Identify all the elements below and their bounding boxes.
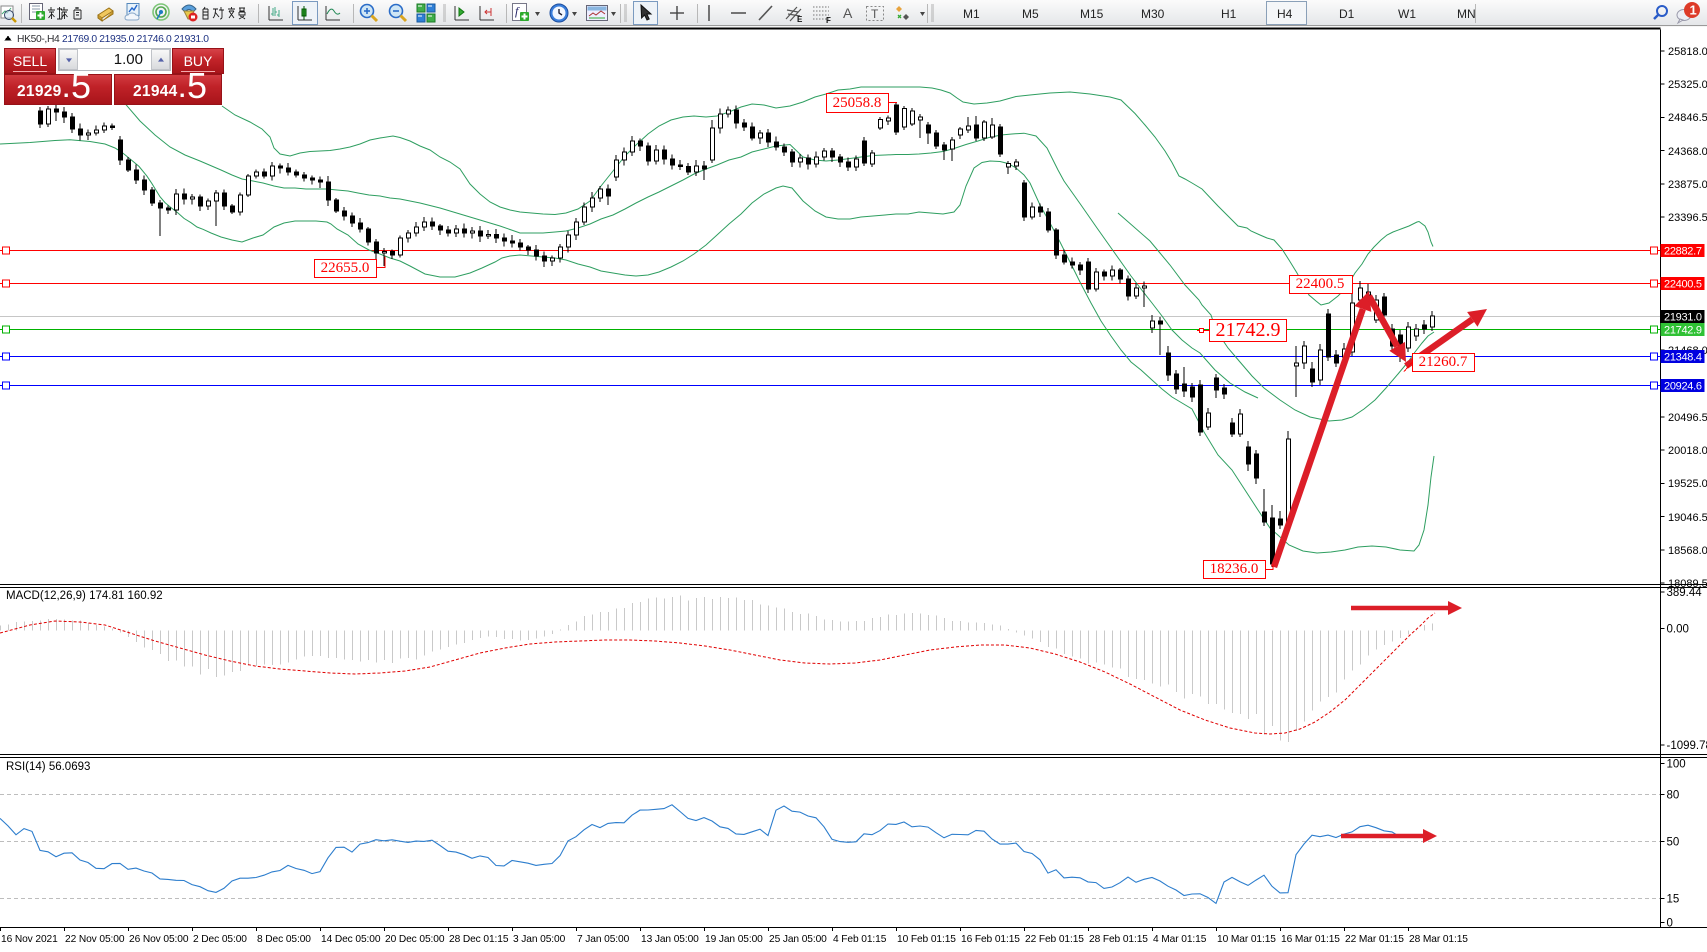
svg-text:MACD(12,26,9) 174.81 160.92: MACD(12,26,9) 174.81 160.92 xyxy=(6,590,163,602)
svg-text:24368.0: 24368.0 xyxy=(1668,146,1707,158)
svg-text:8 Dec 05:00: 8 Dec 05:00 xyxy=(257,934,311,945)
svg-text:M30: M30 xyxy=(1141,7,1165,21)
svg-text:M5: M5 xyxy=(1022,7,1039,21)
svg-text:10 Feb 01:15: 10 Feb 01:15 xyxy=(897,934,956,945)
svg-text:18568.0: 18568.0 xyxy=(1668,545,1707,557)
svg-text:4 Feb 01:15: 4 Feb 01:15 xyxy=(833,934,887,945)
svg-text:H1: H1 xyxy=(1221,7,1237,21)
svg-text:25325.0: 25325.0 xyxy=(1668,79,1707,91)
svg-text:21769.0 21935.0 21746.0 21931.: 21769.0 21935.0 21746.0 21931.0 xyxy=(62,34,209,45)
svg-text:22400.5: 22400.5 xyxy=(1296,276,1345,292)
svg-text:19046.5: 19046.5 xyxy=(1668,512,1707,524)
svg-text:20018.0: 20018.0 xyxy=(1668,445,1707,457)
svg-text:10 Mar 01:15: 10 Mar 01:15 xyxy=(1217,934,1276,945)
svg-text:21742.9: 21742.9 xyxy=(1216,319,1281,341)
svg-text:20924.6: 20924.6 xyxy=(1664,381,1702,393)
svg-text:RSI(14) 56.0693: RSI(14) 56.0693 xyxy=(6,761,90,773)
svg-text:21348.4: 21348.4 xyxy=(1664,352,1702,364)
svg-text:E: E xyxy=(797,15,803,24)
svg-text:22400.5: 22400.5 xyxy=(1664,279,1702,291)
svg-text:25 Jan 05:00: 25 Jan 05:00 xyxy=(769,934,827,945)
svg-text:23396.5: 23396.5 xyxy=(1668,212,1707,224)
svg-text:100: 100 xyxy=(1667,759,1686,771)
svg-text:21931.0: 21931.0 xyxy=(1664,312,1702,324)
svg-text:13 Jan 05:00: 13 Jan 05:00 xyxy=(641,934,699,945)
svg-text:20 Dec 05:00: 20 Dec 05:00 xyxy=(385,934,445,945)
svg-text:D1: D1 xyxy=(1339,7,1355,21)
svg-text:3 Jan 05:00: 3 Jan 05:00 xyxy=(513,934,566,945)
svg-text:T: T xyxy=(871,7,879,21)
svg-text:MN: MN xyxy=(1457,7,1476,21)
svg-text:22655.0: 22655.0 xyxy=(321,260,370,276)
svg-text:18236.0: 18236.0 xyxy=(1210,561,1259,577)
svg-text:16 Mar 01:15: 16 Mar 01:15 xyxy=(1281,934,1340,945)
svg-text:M1: M1 xyxy=(963,7,980,21)
svg-text:80: 80 xyxy=(1667,790,1680,802)
svg-text:1: 1 xyxy=(1690,3,1697,18)
svg-text:25818.0: 25818.0 xyxy=(1668,46,1707,58)
svg-text:4 Mar 01:15: 4 Mar 01:15 xyxy=(1153,934,1207,945)
svg-text:21260.7: 21260.7 xyxy=(1419,354,1468,370)
svg-text:W1: W1 xyxy=(1398,7,1416,21)
svg-text:28 Mar 01:15: 28 Mar 01:15 xyxy=(1409,934,1468,945)
svg-text:2 Dec 05:00: 2 Dec 05:00 xyxy=(193,934,247,945)
svg-text:26 Nov 05:00: 26 Nov 05:00 xyxy=(129,934,189,945)
svg-text:20496.5: 20496.5 xyxy=(1668,412,1707,424)
svg-text:14 Dec 05:00: 14 Dec 05:00 xyxy=(321,934,381,945)
svg-text:-1099.78: -1099.78 xyxy=(1667,740,1707,752)
svg-text:7 Jan 05:00: 7 Jan 05:00 xyxy=(577,934,630,945)
svg-text:19525.0: 19525.0 xyxy=(1668,478,1707,490)
svg-text:0: 0 xyxy=(1667,918,1673,930)
svg-text:22 Feb 01:15: 22 Feb 01:15 xyxy=(1025,934,1084,945)
svg-text:15: 15 xyxy=(1667,894,1680,906)
svg-text:16 Feb 01:15: 16 Feb 01:15 xyxy=(961,934,1020,945)
svg-text:16 Nov 2021: 16 Nov 2021 xyxy=(1,934,58,945)
svg-text:19 Jan 05:00: 19 Jan 05:00 xyxy=(705,934,763,945)
svg-text:22 Mar 01:15: 22 Mar 01:15 xyxy=(1345,934,1404,945)
svg-text:HK50-,H4: HK50-,H4 xyxy=(17,34,60,45)
svg-text:M15: M15 xyxy=(1080,7,1104,21)
svg-text:28 Dec 01:15: 28 Dec 01:15 xyxy=(449,934,509,945)
svg-text:A: A xyxy=(843,5,853,21)
svg-text:50: 50 xyxy=(1667,837,1680,849)
svg-text:0.00: 0.00 xyxy=(1667,624,1689,636)
svg-text:21742.9: 21742.9 xyxy=(1664,325,1702,337)
svg-text:22882.7: 22882.7 xyxy=(1664,246,1702,258)
svg-text:22 Nov 05:00: 22 Nov 05:00 xyxy=(65,934,125,945)
svg-text:28 Feb 01:15: 28 Feb 01:15 xyxy=(1089,934,1148,945)
svg-text:25058.8: 25058.8 xyxy=(833,95,882,111)
svg-text:H4: H4 xyxy=(1277,7,1293,21)
svg-text:24846.5: 24846.5 xyxy=(1668,112,1707,124)
svg-text:23875.0: 23875.0 xyxy=(1668,179,1707,191)
svg-text:F: F xyxy=(826,16,831,25)
svg-text:389.44: 389.44 xyxy=(1667,587,1703,599)
